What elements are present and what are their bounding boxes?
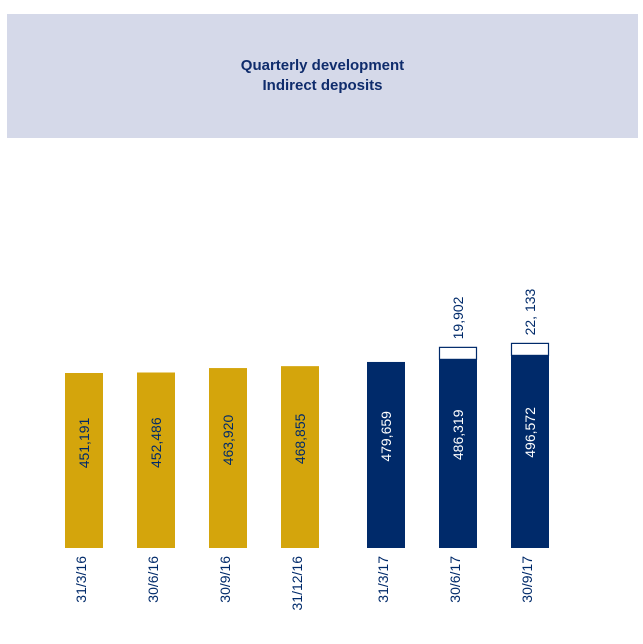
bar-31/3/17 <box>367 361 405 548</box>
chart-title-line2: Indirect deposits <box>262 77 383 94</box>
category-label: 31/3/16 <box>73 556 89 603</box>
bar-value-label: 486,319 <box>450 409 466 460</box>
bar-30/6/16 <box>137 372 175 548</box>
top-segment-label: 19,902 <box>450 296 466 339</box>
category-label: 30/9/17 <box>519 556 535 603</box>
bar-value-label: 452,486 <box>148 417 164 468</box>
chart-title: Quarterly development Indirect deposits <box>7 56 638 96</box>
bar-30/6/17 <box>439 359 477 548</box>
bar-top-segment <box>510 342 550 356</box>
category-label: 30/9/16 <box>217 556 233 603</box>
category-label: 31/12/16 <box>289 556 305 611</box>
bar-value-label: 463,920 <box>220 415 236 466</box>
bar-top-segment <box>438 346 478 360</box>
bar-30/9/17 <box>511 355 549 548</box>
bar-31/12/16 <box>281 366 319 548</box>
chart-header: Quarterly development Indirect deposits <box>7 14 638 138</box>
top-segment-label: 22, 133 <box>522 288 538 335</box>
category-label: 31/3/17 <box>375 556 391 603</box>
bar-value-label: 451,191 <box>76 417 92 468</box>
bar-30/9/16 <box>209 368 247 548</box>
bar-value-label: 479,659 <box>378 411 394 462</box>
bar-31/3/16 <box>65 373 103 548</box>
chart-title-line1: Quarterly development <box>240 57 405 74</box>
category-label: 30/6/17 <box>447 556 463 603</box>
category-label: 30/6/16 <box>145 556 161 603</box>
bar-value-label: 496,572 <box>522 407 538 458</box>
bar-value-label: 468,855 <box>292 413 308 464</box>
